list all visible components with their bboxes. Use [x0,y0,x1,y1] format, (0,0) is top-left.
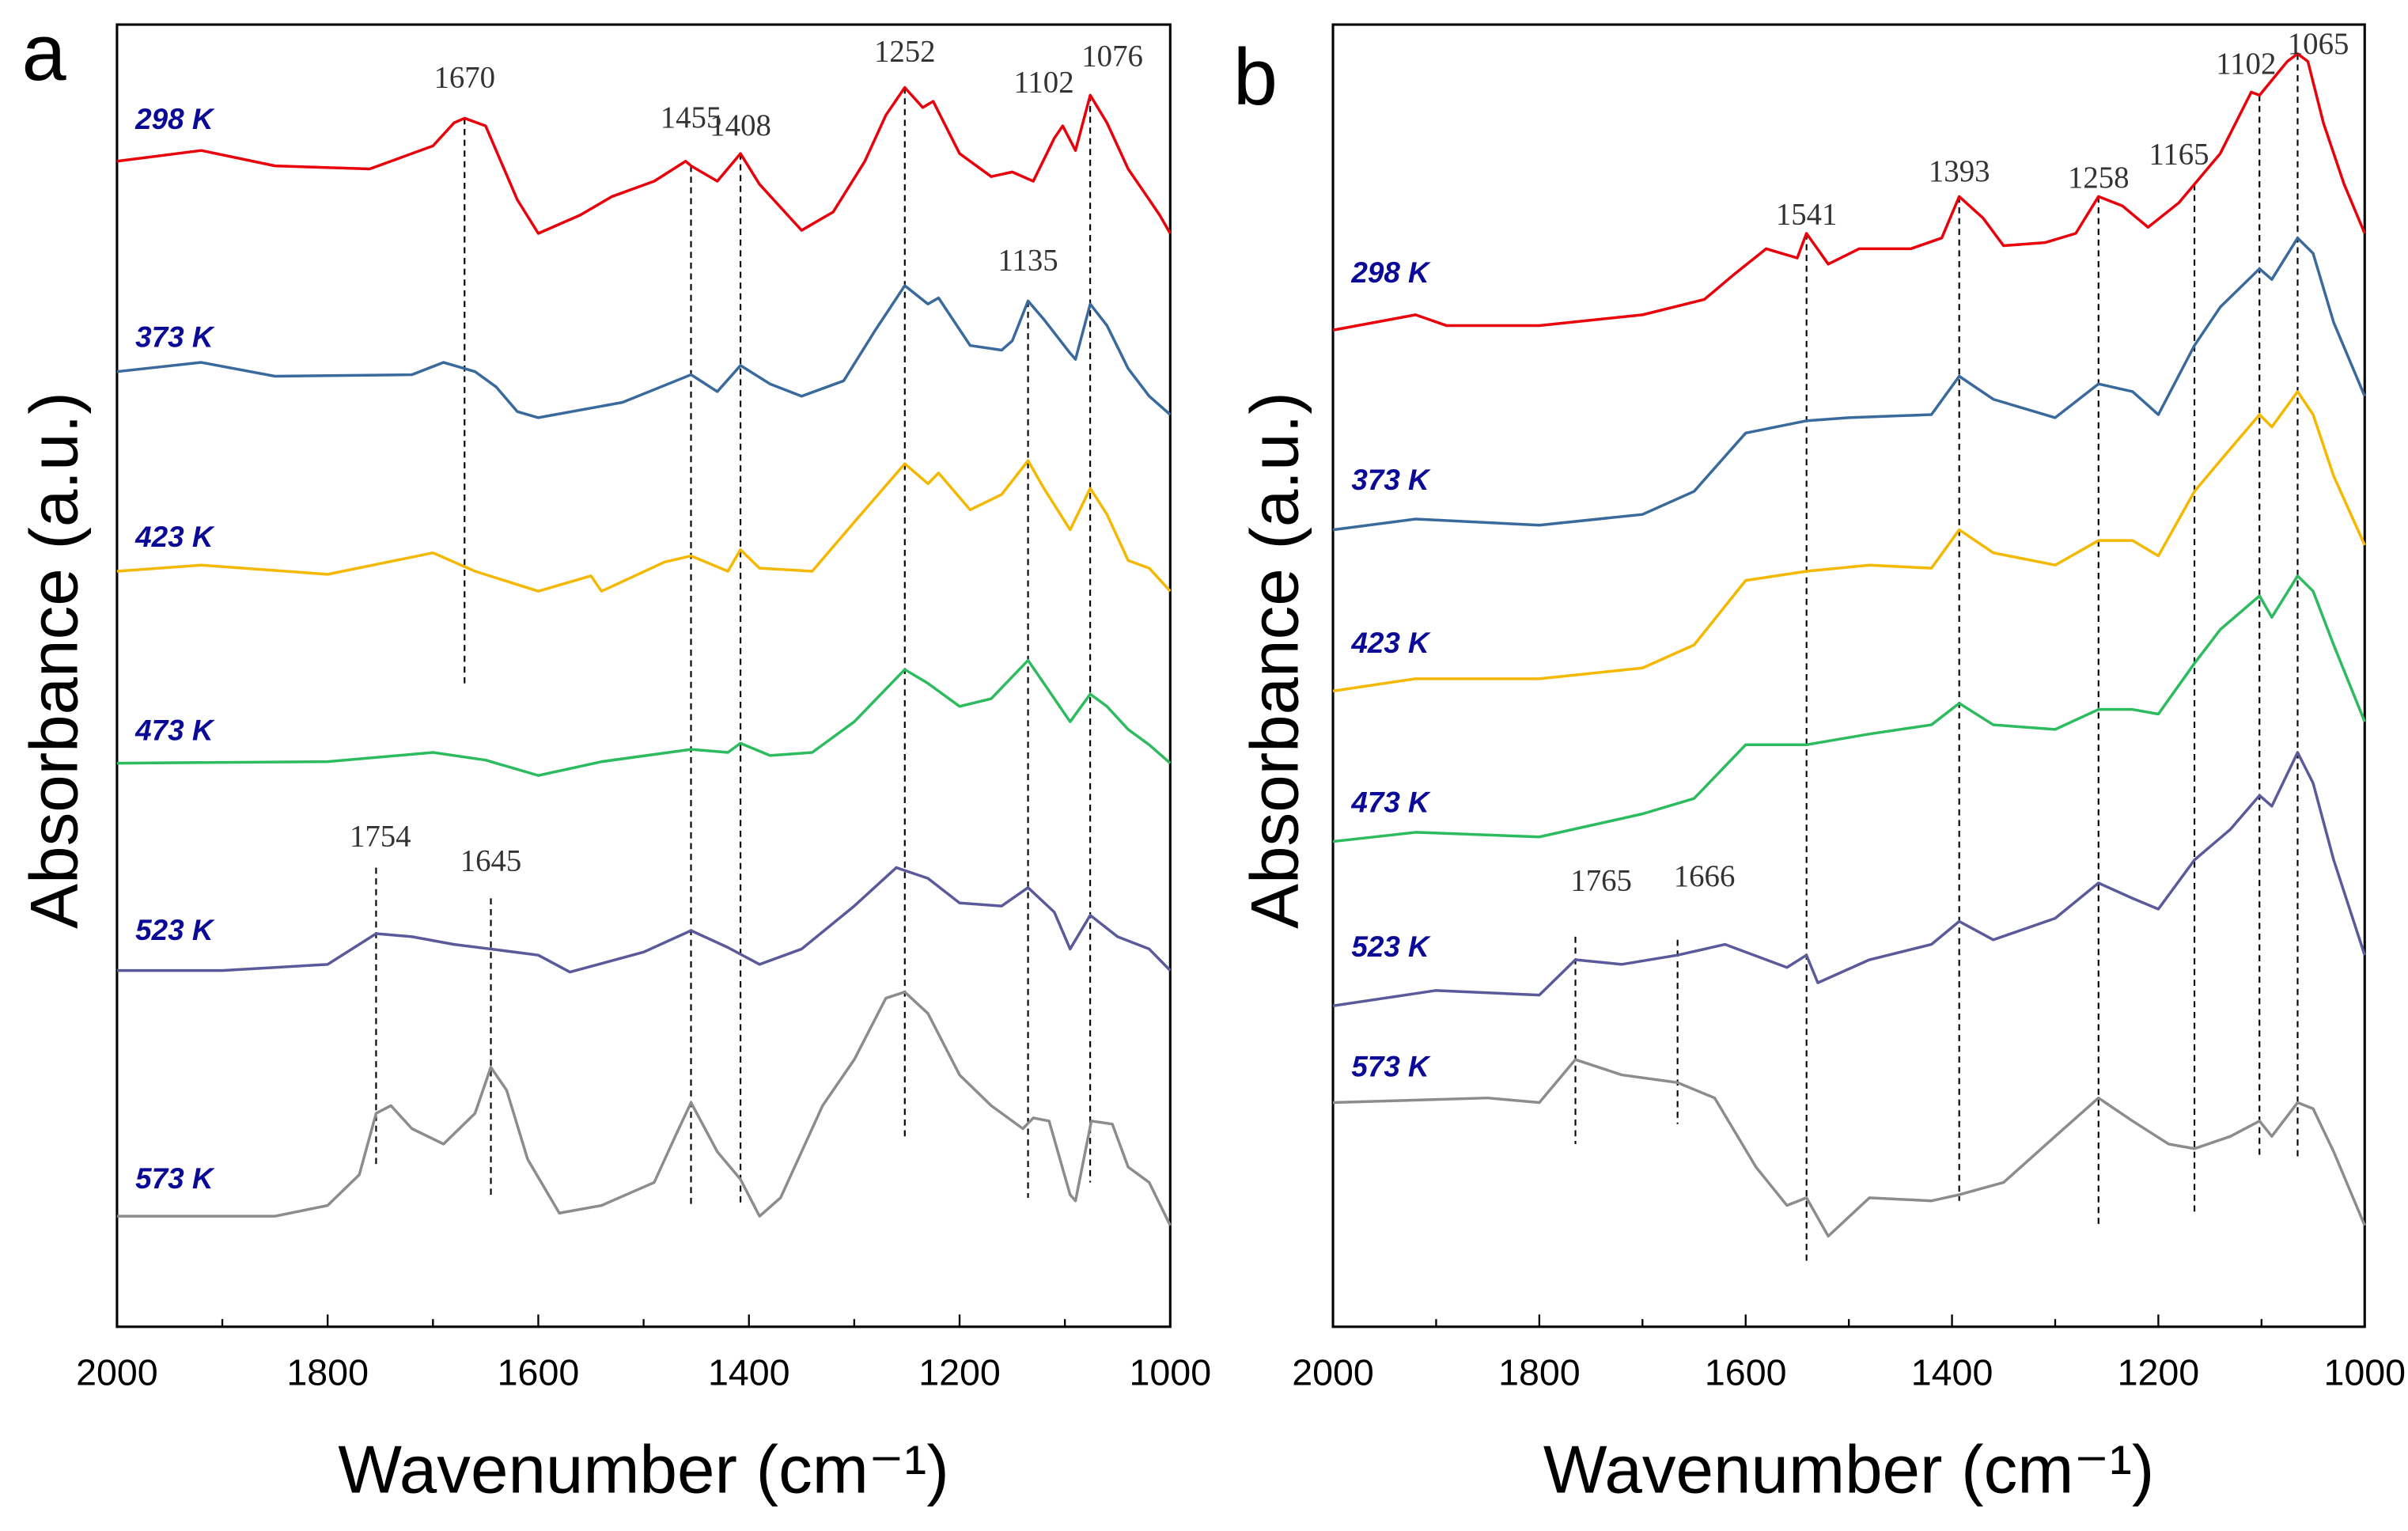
panel-letter: a [22,9,67,97]
series-label: 298 K [1350,256,1431,289]
peak-label: 1455 [661,100,722,135]
series-label: 298 K [134,103,215,135]
peak-label: 1765 [1570,864,1632,898]
peak-label: 1393 [1929,154,1990,188]
series-line-473k [1332,574,2366,843]
series-line-523k [116,866,1172,974]
series-line-298k [1332,52,2366,332]
series-label: 423 K [1350,627,1431,659]
y-axis-title: Absorbance (a.u.) [17,392,92,929]
x-tick-label: 1400 [708,1352,790,1393]
panel-a: 2000 1800 1600 1400 1200 1000 Wavenumber (cm⁻¹… [17,9,1211,1508]
peak-label: 1076 [1081,39,1143,73]
series-label: 473 K [1350,786,1431,819]
x-tick-label: 1800 [286,1352,369,1393]
series-label: 573 K [135,1162,215,1195]
series-label: 423 K [134,521,215,553]
panel-letter: b [1233,33,1278,122]
peak-label: 1102 [2216,47,2276,81]
peak-label: 1666 [1674,859,1736,893]
series-label: 573 K [1351,1051,1431,1083]
x-tick-label: 1000 [1130,1352,1212,1393]
series-line-523k [1332,751,2366,1007]
x-tick-label: 2000 [76,1352,158,1393]
peak-label: 1754 [350,819,411,853]
peak-label: 1135 [998,244,1058,278]
panel-b: 2000 1800 1600 1400 1200 1000 Wavenumber (cm⁻¹… [1233,23,2406,1507]
peak-label: 1258 [2068,161,2130,195]
peak-label: 1102 [1013,65,1073,99]
x-axis-title: Wavenumber (cm⁻¹) [338,1432,948,1507]
x-tick-label: 1000 [2323,1352,2406,1393]
x-tick-label: 1200 [918,1352,1001,1393]
x-tick-label: 1600 [1705,1352,1787,1393]
x-axis-title: Wavenumber (cm⁻¹) [1543,1432,2154,1507]
series-label: 473 K [134,714,215,746]
series-label: 373 K [1351,464,1431,496]
peak-label: 1670 [434,61,495,95]
series-line-573k [1332,1058,2366,1238]
peak-label: 1165 [2149,138,2209,172]
x-tick-label: 1600 [498,1352,580,1393]
series-line-473k [116,658,1172,777]
series-label: 523 K [1351,930,1431,963]
peak-label: 1252 [874,35,936,69]
series-line-298k [116,85,1172,235]
x-tick-label: 1800 [1498,1352,1581,1393]
peak-label: 1408 [710,108,771,142]
series-line-423k [1332,390,2366,693]
x-tick-label: 2000 [1292,1352,1374,1393]
peak-label: 1541 [1776,197,1838,231]
x-tick-label: 1400 [1911,1352,1993,1393]
series-line-373k [116,284,1172,419]
series-line-423k [116,459,1172,593]
series-line-573k [116,991,1172,1226]
series-label: 523 K [135,914,215,946]
peak-label: 1065 [2288,27,2349,61]
x-tick-label: 1200 [2118,1352,2200,1393]
y-axis-title: Absorbance (a.u.) [1237,392,1312,929]
plot-frame [1331,23,2366,1328]
series-label: 373 K [135,321,215,354]
series-line-373k [1332,237,2366,532]
peak-label: 1645 [460,843,522,877]
